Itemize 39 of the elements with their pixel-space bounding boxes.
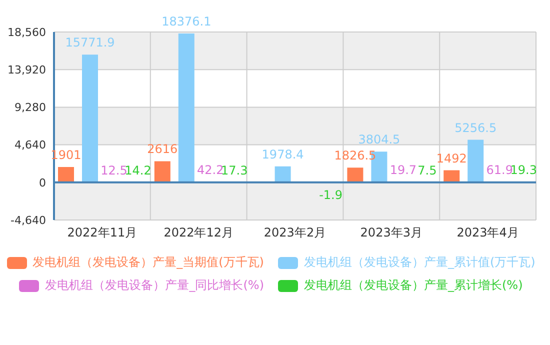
data-label: 18376.1 [162, 14, 212, 28]
bar [274, 166, 291, 182]
x-tick-label: 2022年11月 [67, 226, 138, 240]
y-tick-label: -4,640 [10, 214, 46, 227]
y-tick-label: 0 [39, 176, 46, 190]
data-label: -1.9 [319, 188, 343, 202]
data-label: 12.5 [100, 163, 128, 178]
x-tick-label: 2023年3月 [360, 226, 422, 240]
legend-label: 发电机组（发电设备）产量_累计值(万千瓦) [304, 254, 536, 271]
data-label: 14.2 [124, 163, 152, 178]
bar [154, 161, 170, 182]
bar [347, 168, 364, 182]
bar [58, 166, 74, 182]
y-tick-label: 18,560 [8, 26, 46, 39]
data-label: 7.5 [418, 163, 437, 178]
x-tick-label: 2023年4月 [456, 226, 519, 240]
y-tick-label: 4,640 [14, 138, 46, 152]
x-tick-label: 2022年12月 [164, 226, 234, 240]
data-label: 1492 [436, 151, 467, 166]
y-tick-label: 13,920 [8, 64, 46, 77]
data-label: 42.2 [197, 163, 224, 178]
data-label: 1978.4 [262, 147, 304, 162]
x-tick-label: 2023年2月 [264, 226, 326, 240]
data-label: 3804.5 [358, 132, 400, 147]
data-label: 5256.5 [454, 120, 497, 135]
bar [468, 140, 484, 182]
data-label: 2616 [147, 142, 178, 156]
bar [444, 170, 460, 182]
bar [178, 33, 194, 182]
data-label: 15771.9 [65, 36, 115, 50]
data-label: 61.9 [486, 162, 513, 177]
bar [82, 54, 98, 182]
data-label: 19.3 [510, 163, 537, 178]
y-tick-label: 9,280 [14, 101, 46, 114]
legend-label: 发电机组（发电设备）产量_同比增长(%) [45, 277, 264, 294]
legend-label: 发电机组（发电设备）产量_当期值(万千瓦) [32, 254, 264, 271]
data-label: 19.7 [390, 163, 417, 178]
data-label: 17.3 [221, 163, 248, 178]
legend-label: 发电机组（发电设备）产量_累计增长(%) [304, 277, 523, 294]
